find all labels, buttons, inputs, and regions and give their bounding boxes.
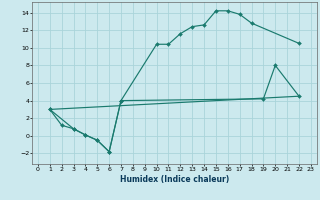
X-axis label: Humidex (Indice chaleur): Humidex (Indice chaleur) — [120, 175, 229, 184]
